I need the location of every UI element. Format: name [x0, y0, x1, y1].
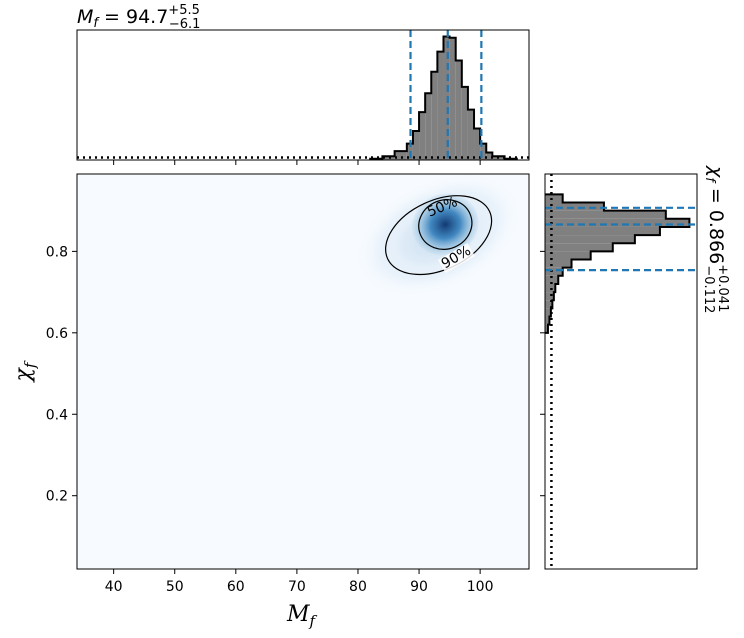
y-tick-label: 0.6	[46, 326, 68, 342]
contour-50	[418, 199, 473, 250]
y-tick-label: 0.8	[46, 244, 68, 260]
right-hist-bar	[545, 202, 604, 211]
x-tick-label: 100	[467, 579, 494, 595]
y-axis-label: χf	[11, 360, 39, 383]
right-hist-bar	[545, 275, 559, 284]
top-title-upper: +5.5	[168, 3, 200, 18]
top-title-lower: −6.1	[169, 17, 201, 32]
joint-density	[353, 174, 524, 299]
top-title-eq: =	[98, 6, 126, 28]
top-title-sub: f	[93, 16, 100, 31]
right-marginal-title: χf = 0.866+0.041−0.112	[701, 165, 730, 313]
right-marginal-frame	[544, 173, 698, 570]
right-hist-bar	[545, 316, 550, 325]
y-label-var: χ	[11, 366, 36, 383]
right-hist-bar	[545, 308, 551, 317]
right-hist-bar	[545, 267, 563, 276]
top-hist-bar	[443, 36, 450, 160]
x-tick-label: 80	[349, 579, 367, 595]
right-marginal-ticks	[540, 250, 545, 497]
right-title-value: 0.866	[705, 210, 727, 264]
right-hist-bar	[545, 218, 690, 227]
top-marginal-title: Mf = 94.7+5.5 −6.1	[77, 3, 200, 32]
top-hist-bar	[425, 93, 432, 160]
right-hist-outline	[545, 193, 691, 334]
top-hist-bar	[486, 152, 493, 160]
top-hist-bar	[467, 109, 475, 160]
x-tick-label: 50	[166, 579, 184, 595]
right-hist-bar	[545, 194, 563, 203]
right-hist-bar	[545, 283, 556, 293]
top-hist-bar	[437, 51, 444, 160]
right-hist-bar	[545, 300, 553, 309]
right-hist-bar	[545, 235, 635, 244]
top-hist-outline	[369, 35, 518, 160]
top-marginal-panel: Mf = 94.7+5.5 −6.1	[76, 3, 530, 165]
top-hist-bar	[419, 112, 426, 160]
right-hist-bar	[545, 226, 660, 236]
right-title-sub: f	[702, 177, 717, 184]
x-label-sub: f	[308, 612, 317, 630]
top-hist-bar	[431, 71, 438, 160]
right-hist-bar	[545, 292, 554, 301]
x-tick-label: 90	[410, 579, 428, 595]
density-core	[412, 193, 479, 256]
right-title-lower: −0.112	[701, 265, 716, 313]
right-hist-bar	[545, 243, 613, 252]
x-axis-ticks: 40 50 60 70 80 90 100	[105, 569, 494, 595]
y-label-sub: f	[21, 360, 39, 369]
right-marginal-histogram	[545, 193, 691, 334]
right-hist-bar	[545, 324, 548, 333]
y-tick-label: 0.4	[46, 407, 68, 423]
contour-label-bg	[438, 243, 475, 274]
top-hist-bar	[382, 156, 395, 160]
right-title-var: χ	[705, 165, 727, 178]
right-title-upper: +0.041	[715, 264, 730, 312]
joint-frame	[76, 173, 530, 570]
top-title-var: M	[77, 6, 93, 28]
y-tick-label: 0.2	[46, 489, 68, 505]
top-hist-bar	[461, 86, 468, 160]
x-tick-label: 60	[227, 579, 245, 595]
right-marginal-panel: χf = 0.866+0.041−0.112	[540, 165, 730, 570]
right-hist-bar	[545, 251, 591, 260]
top-hist-bar	[394, 151, 407, 160]
top-hist-bar	[412, 131, 420, 160]
right-quantile-lines	[545, 206, 697, 272]
right-hist-bar	[545, 259, 572, 268]
right-title-eq: =	[705, 182, 727, 210]
top-marginal-ticks	[113, 160, 481, 165]
top-hist-bar	[449, 37, 456, 160]
top-marginal-histogram	[369, 35, 518, 160]
x-label-var: M	[286, 602, 310, 627]
top-hist-bar	[480, 143, 487, 160]
x-axis-label: Mf	[286, 602, 318, 630]
top-hist-bar	[455, 60, 462, 160]
right-hist-bar	[545, 210, 666, 219]
x-tick-label: 70	[288, 579, 306, 595]
y-axis-ticks: 0.2 0.4 0.6 0.8	[46, 244, 77, 505]
joint-panel: 50%90% 40 50 60 70 80 90 100 0.20.40.60.8 Mf χ…	[11, 173, 530, 630]
top-hist-bar	[474, 128, 481, 160]
x-tick-label: 40	[105, 579, 123, 595]
top-marginal-frame	[76, 29, 530, 161]
top-title-value: 94.7	[126, 6, 168, 28]
